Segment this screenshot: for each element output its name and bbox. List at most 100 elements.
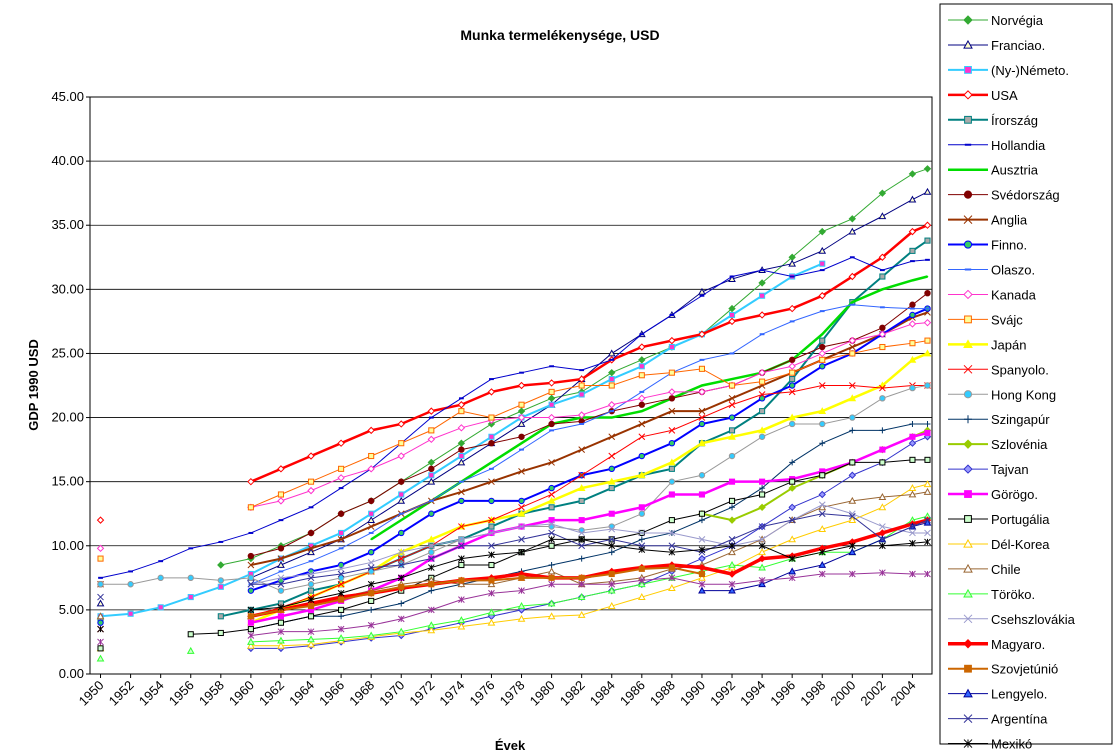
marker [337,570,345,578]
marker [247,561,255,569]
legend-marker [963,339,973,349]
x-tick-label: 1960 [226,678,257,709]
marker [457,439,466,447]
marker [759,491,766,498]
marker [428,472,435,479]
marker [427,564,435,571]
legend-label: Töröko. [991,587,1035,602]
marker [397,574,405,582]
marker [518,523,525,530]
marker [608,536,616,543]
marker [548,562,555,569]
marker [578,536,586,543]
marker [518,536,525,543]
legend-label: Írország [991,113,1038,128]
marker [247,637,255,645]
y-tick-label: 30.00 [51,281,84,296]
legend-label: Svájc [991,312,1023,327]
marker [759,292,766,299]
legend-marker [964,664,972,673]
marker [518,548,525,556]
marker [578,517,585,524]
marker [638,565,645,572]
x-tick-label: 1962 [256,678,287,709]
marker [878,330,887,338]
marker [577,593,586,600]
marker [758,426,766,434]
marker [848,496,857,504]
marker [758,503,766,512]
marker [457,458,466,466]
x-tick-label: 1980 [527,678,558,709]
marker [923,349,932,357]
series [98,303,930,618]
series-line [250,307,928,592]
marker [879,459,886,466]
marker [848,516,857,524]
legend-marker [963,364,973,374]
marker [428,581,435,588]
legend-marker [963,215,973,224]
legend-label: Spanyolo. [991,362,1049,377]
marker [668,336,676,345]
marker [488,478,495,486]
marker [578,542,586,550]
marker [698,407,706,415]
marker [520,442,523,445]
legend-marker [964,415,972,424]
marker [367,516,376,524]
marker [548,542,555,549]
legend-label: Csehszlovákia [991,612,1076,627]
marker [277,491,285,498]
marker [427,626,436,634]
marker [728,542,736,550]
marker [789,376,796,383]
marker [637,471,646,479]
legend-marker [963,538,973,548]
marker [608,368,616,377]
marker [908,320,917,328]
marker [338,596,345,603]
x-tick-label: 1996 [767,678,798,709]
marker [368,606,375,613]
marker [879,523,886,530]
marker [398,491,405,498]
marker [458,596,465,603]
x-tick-label: 1964 [286,678,317,709]
marker [397,627,406,635]
marker [608,542,616,550]
marker [879,536,886,543]
marker [458,555,465,562]
marker [731,378,733,380]
marker [924,529,931,537]
marker [608,580,616,588]
marker [924,516,931,524]
legend-marker [963,464,973,474]
marker [577,375,586,383]
marker [788,555,796,562]
marker [577,484,586,491]
marker [879,273,886,280]
marker [488,551,495,559]
series [97,536,931,633]
marker [638,577,646,584]
x-tick-label: 1992 [707,678,738,709]
y-tick-label: 10.00 [51,538,84,553]
marker [909,570,916,578]
marker [819,343,826,351]
marker [367,497,375,505]
marker [924,429,931,436]
marker [728,304,736,313]
marker [668,529,676,537]
marker [758,563,766,571]
marker [818,560,827,568]
marker [337,439,345,447]
marker [923,487,932,495]
marker [578,555,585,562]
marker [397,452,405,460]
marker [909,420,916,427]
marker [608,452,616,460]
marker [367,523,375,530]
marker [758,279,766,287]
marker [277,574,285,582]
